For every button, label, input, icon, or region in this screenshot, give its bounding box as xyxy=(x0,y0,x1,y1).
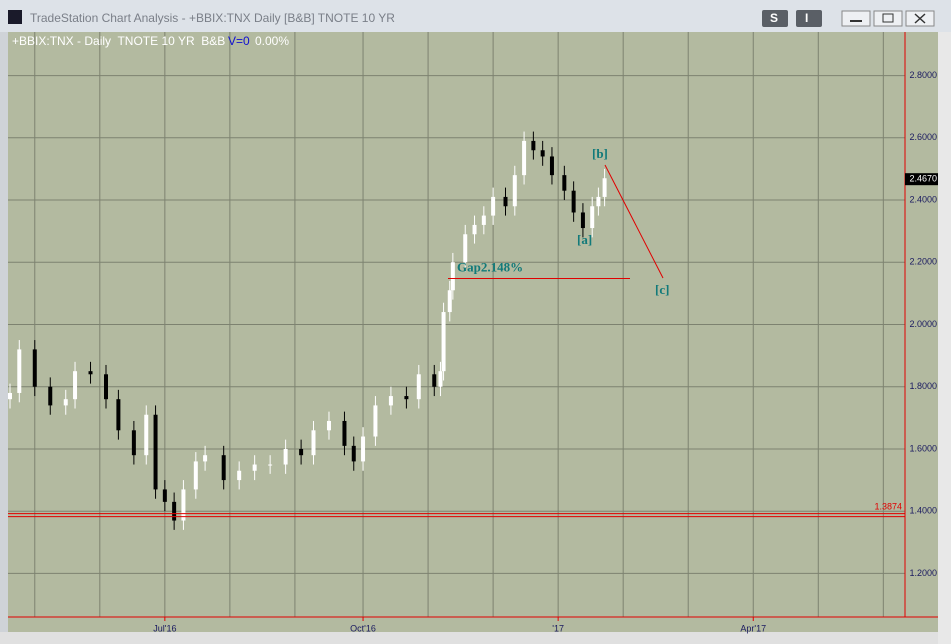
candle-body xyxy=(596,196,601,207)
candle-body xyxy=(162,489,167,502)
candle-body xyxy=(549,156,554,176)
header-symbol: +BBIX:TNX - Daily TNOTE 10 YR B&B xyxy=(12,34,225,48)
last-price-box xyxy=(905,173,938,186)
s-button-label[interactable]: S xyxy=(770,11,778,25)
title-bar xyxy=(0,0,951,32)
candle-body xyxy=(193,461,198,490)
candle-body xyxy=(404,396,409,400)
candle-body xyxy=(17,349,22,393)
candle-body xyxy=(540,150,545,157)
candle-body xyxy=(48,386,53,406)
candle-body xyxy=(571,190,576,213)
y-tick-label: 2.8000 xyxy=(909,70,937,80)
header-change: 0.00% xyxy=(255,34,289,48)
candle-body xyxy=(531,140,536,151)
candle-body xyxy=(388,396,393,406)
i-button-label[interactable]: I xyxy=(805,11,808,25)
candle-body xyxy=(116,399,121,431)
candle-body xyxy=(562,175,567,191)
chart-area xyxy=(8,32,938,632)
candle-body xyxy=(221,455,226,481)
y-tick-label: 2.6000 xyxy=(909,132,937,142)
candle-body xyxy=(351,445,356,462)
candle-body xyxy=(268,464,273,466)
candle-body xyxy=(416,374,421,400)
y-tick-label: 1.6000 xyxy=(909,443,937,453)
candle-body xyxy=(104,374,109,400)
wave-c: [c] xyxy=(655,282,669,297)
app-icon xyxy=(8,10,22,24)
candle-body xyxy=(602,178,607,197)
x-tick-label: Oct'16 xyxy=(350,623,376,633)
y-tick-label: 2.0000 xyxy=(909,319,937,329)
wave-b: [b] xyxy=(592,146,608,161)
candle-body xyxy=(299,448,304,456)
candle-body xyxy=(326,420,331,431)
candle-body xyxy=(373,405,378,437)
candle-body xyxy=(237,470,242,481)
candle-body xyxy=(283,448,288,465)
candle-body xyxy=(481,215,486,225)
candle-body xyxy=(522,140,527,176)
candle-body xyxy=(472,224,477,235)
candle-body xyxy=(441,312,446,372)
x-tick-label: '17 xyxy=(552,623,564,633)
scrollbar[interactable] xyxy=(938,32,951,644)
candle-body xyxy=(203,455,208,462)
i-button[interactable] xyxy=(796,10,822,27)
candle-body xyxy=(491,196,496,216)
window-title: TradeStation Chart Analysis - +BBIX:TNX … xyxy=(30,11,395,25)
maximize-button[interactable] xyxy=(873,10,903,27)
candle-body xyxy=(361,436,366,462)
candle-body xyxy=(63,399,68,406)
candle-body xyxy=(447,290,452,313)
minimize-button[interactable] xyxy=(841,10,871,27)
candle-body xyxy=(153,414,158,490)
y-tick-label: 2.4000 xyxy=(909,194,937,204)
candle-body xyxy=(32,349,37,387)
y-tick-label: 1.4000 xyxy=(909,506,937,516)
h-scrollbar[interactable] xyxy=(0,632,938,644)
x-tick-label: Jul'16 xyxy=(153,623,176,633)
candle-body xyxy=(590,206,595,229)
candle-body xyxy=(252,464,257,471)
candle-body xyxy=(88,371,93,375)
x-tick-label: Apr'17 xyxy=(740,623,766,633)
gap-label: Gap2.148% xyxy=(457,259,523,274)
candle-body xyxy=(144,414,149,456)
candle-body xyxy=(311,430,316,456)
candle-body xyxy=(450,262,455,291)
candle-body xyxy=(73,371,78,400)
last-price-label: 2.4670 xyxy=(909,174,937,184)
header-volume: V=0 xyxy=(228,34,250,48)
candle-body xyxy=(432,374,437,387)
candle-body xyxy=(8,392,12,400)
candle-body xyxy=(463,234,468,263)
candle-body xyxy=(181,489,186,521)
candle-body xyxy=(131,430,136,456)
candle-body xyxy=(503,196,508,207)
candle-body xyxy=(512,175,517,207)
y-tick-label: 1.8000 xyxy=(909,381,937,391)
y-tick-label: 2.2000 xyxy=(909,257,937,267)
support-label: 1.3874 xyxy=(874,501,902,511)
candle-body xyxy=(172,501,177,521)
candle-body xyxy=(438,371,443,387)
s-button[interactable] xyxy=(762,10,788,27)
wave-a: [a] xyxy=(577,232,592,247)
candle-body xyxy=(580,212,585,229)
y-tick-label: 1.2000 xyxy=(909,568,937,578)
candle-body xyxy=(342,420,347,446)
wave-line xyxy=(604,164,664,279)
